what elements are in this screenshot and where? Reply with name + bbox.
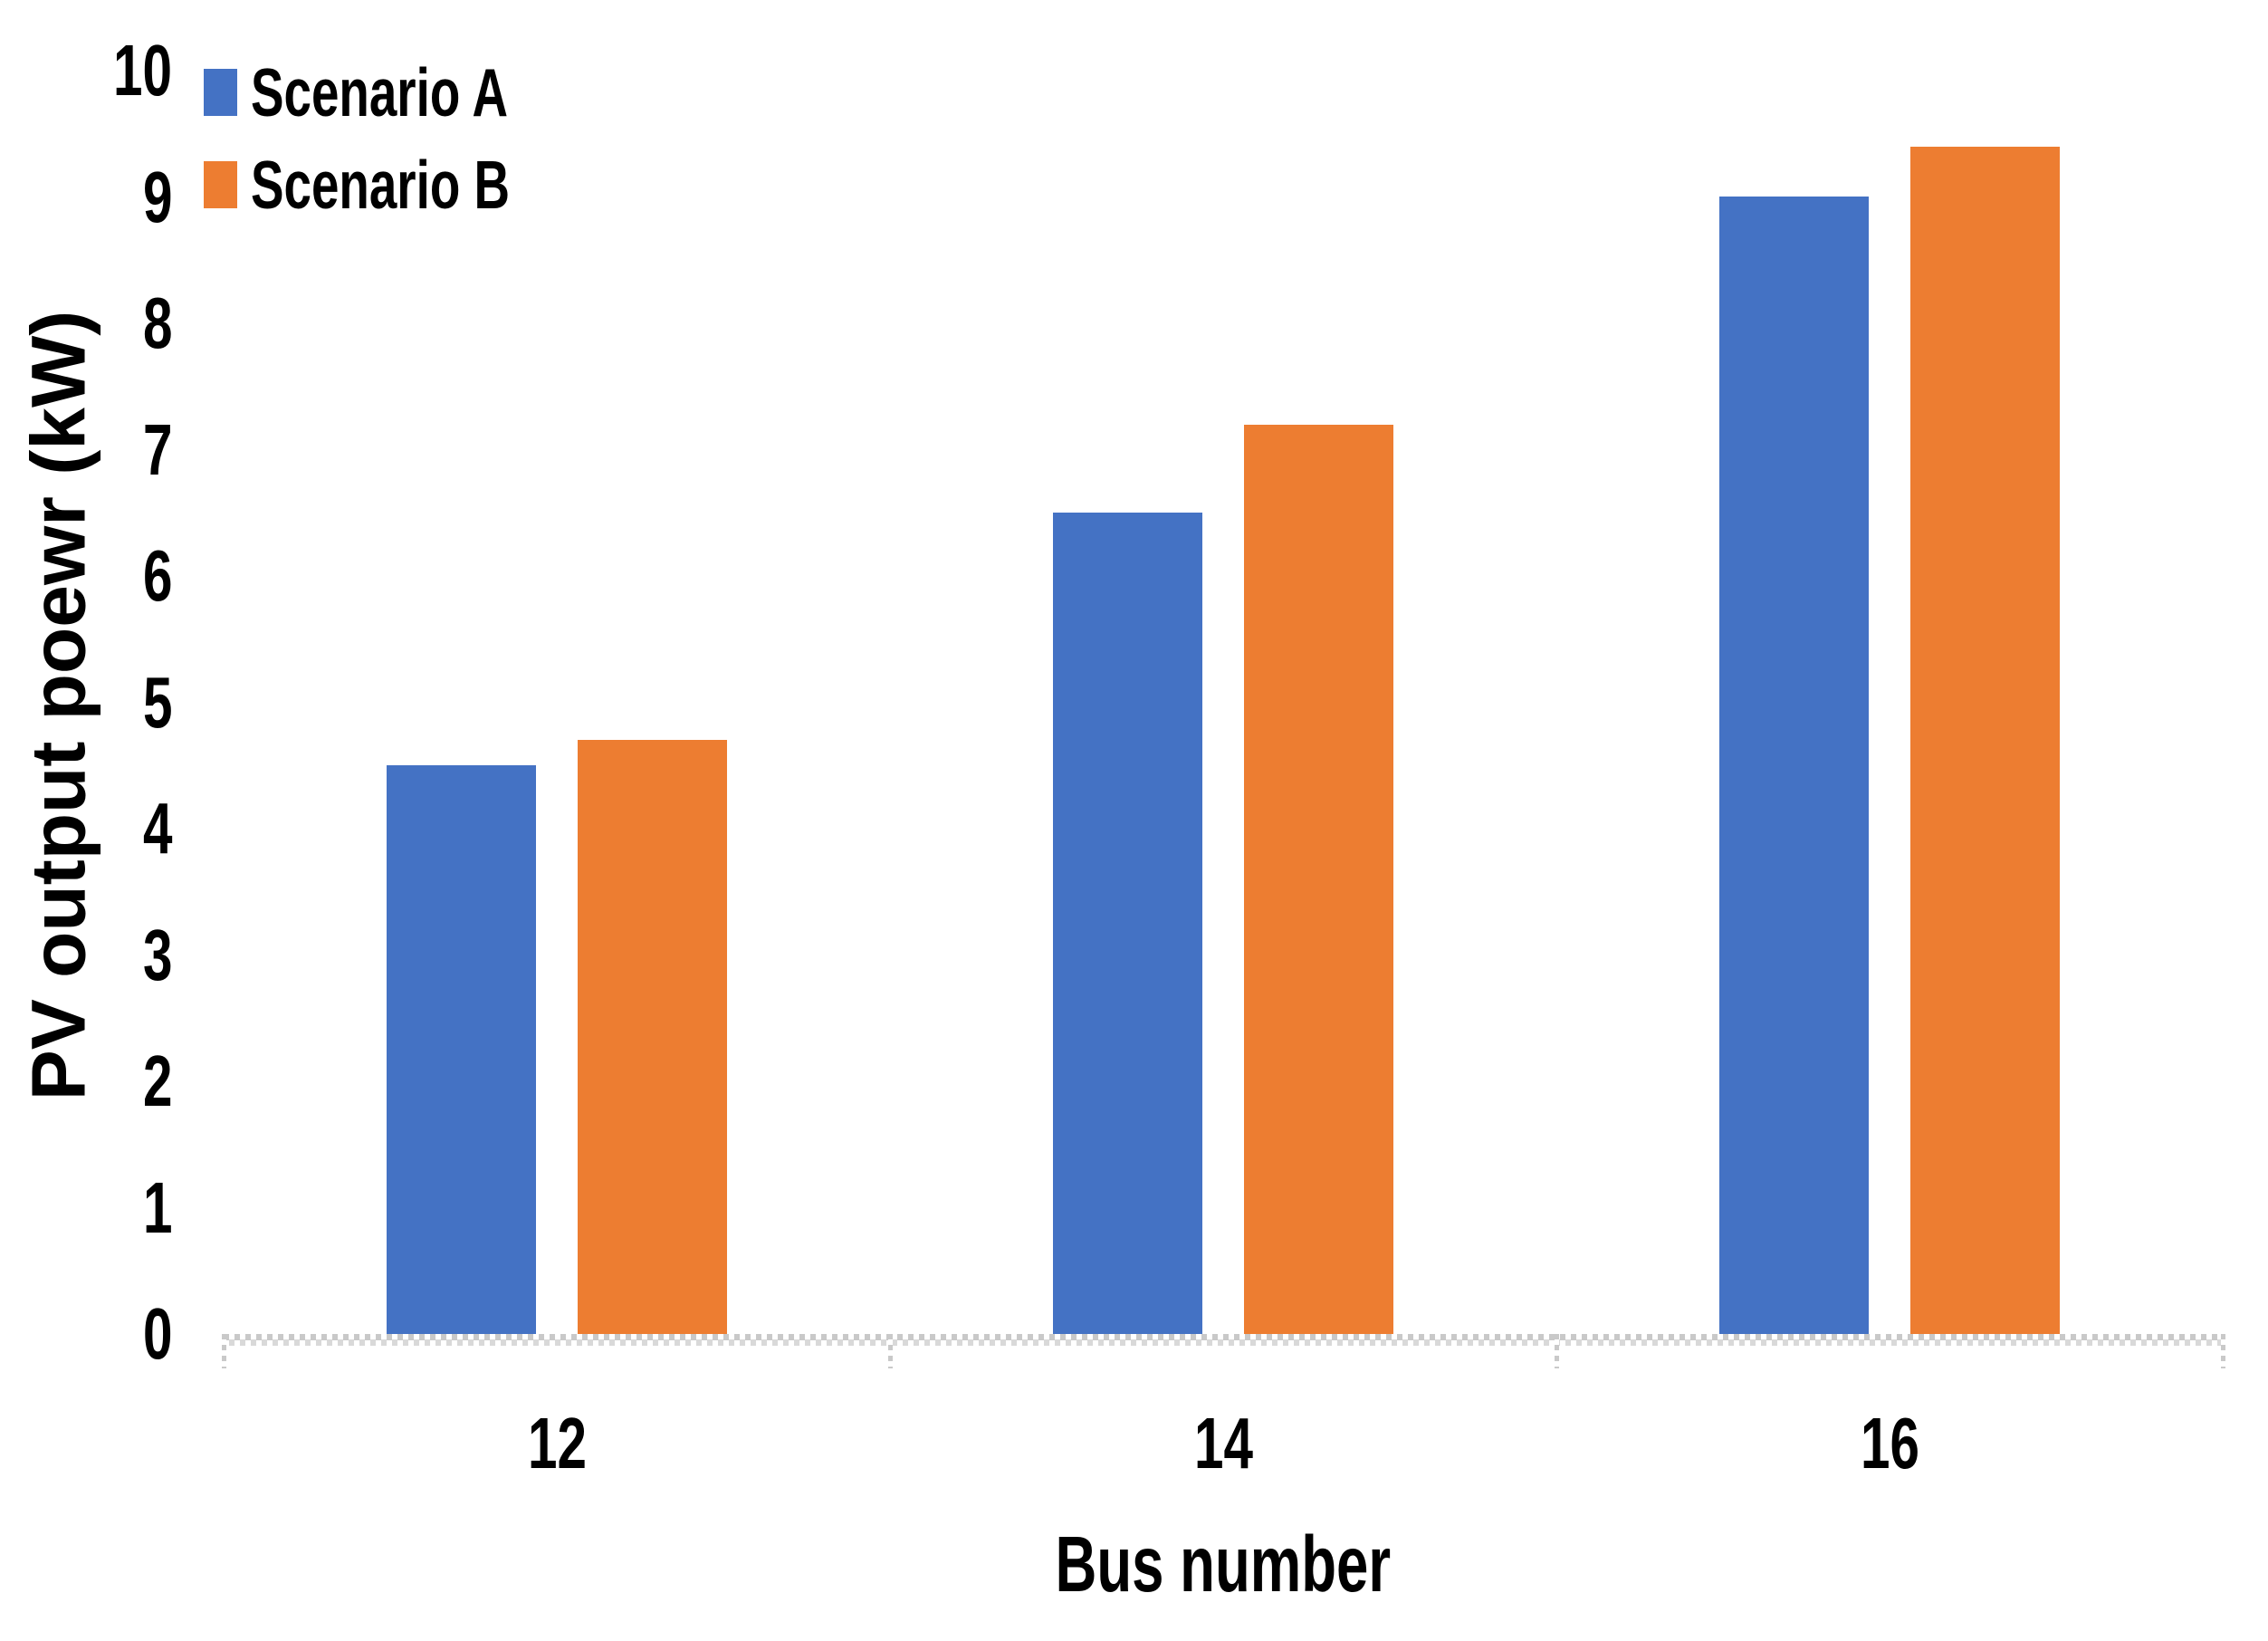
legend-item-scenario-a: Scenario A (204, 54, 603, 130)
x-axis-tick (2221, 1334, 2225, 1368)
x-axis-title: Bus number (1055, 1521, 1392, 1608)
legend-swatch-scenario-a (204, 69, 237, 116)
bar-scenario-a-12 (387, 765, 536, 1334)
bar-scenario-b-16 (1910, 147, 2060, 1334)
legend-label-scenario-b: Scenario B (251, 147, 511, 223)
x-category-label-12: 12 (527, 1403, 587, 1483)
y-tick-label-2: 2 (142, 1041, 172, 1121)
x-axis-tick (222, 1334, 226, 1368)
y-tick-label-3: 3 (142, 915, 172, 995)
x-category-label-14: 14 (1193, 1403, 1253, 1483)
y-tick-label-0: 0 (142, 1293, 172, 1374)
y-tick-label-5: 5 (142, 662, 172, 743)
x-category-label-16: 16 (1860, 1403, 1919, 1483)
x-axis-tick (1555, 1334, 1559, 1368)
bar-scenario-b-12 (578, 740, 727, 1334)
y-tick-label-1: 1 (142, 1167, 172, 1248)
y-tick-label-4: 4 (142, 788, 172, 868)
y-tick-label-10: 10 (113, 30, 172, 110)
x-axis-line (224, 1334, 2223, 1346)
bar-scenario-a-16 (1719, 197, 1869, 1334)
y-tick-label-8: 8 (142, 283, 172, 363)
x-axis-tick (888, 1334, 893, 1368)
y-tick-label-7: 7 (142, 409, 172, 490)
y-tick-label-9: 9 (142, 157, 172, 237)
legend-item-scenario-b: Scenario B (204, 147, 606, 223)
bar-scenario-a-14 (1053, 513, 1202, 1334)
legend-swatch-scenario-b (204, 161, 237, 208)
bar-scenario-b-14 (1244, 425, 1393, 1334)
y-tick-label-6: 6 (142, 535, 172, 616)
legend-label-scenario-a: Scenario A (251, 54, 508, 130)
